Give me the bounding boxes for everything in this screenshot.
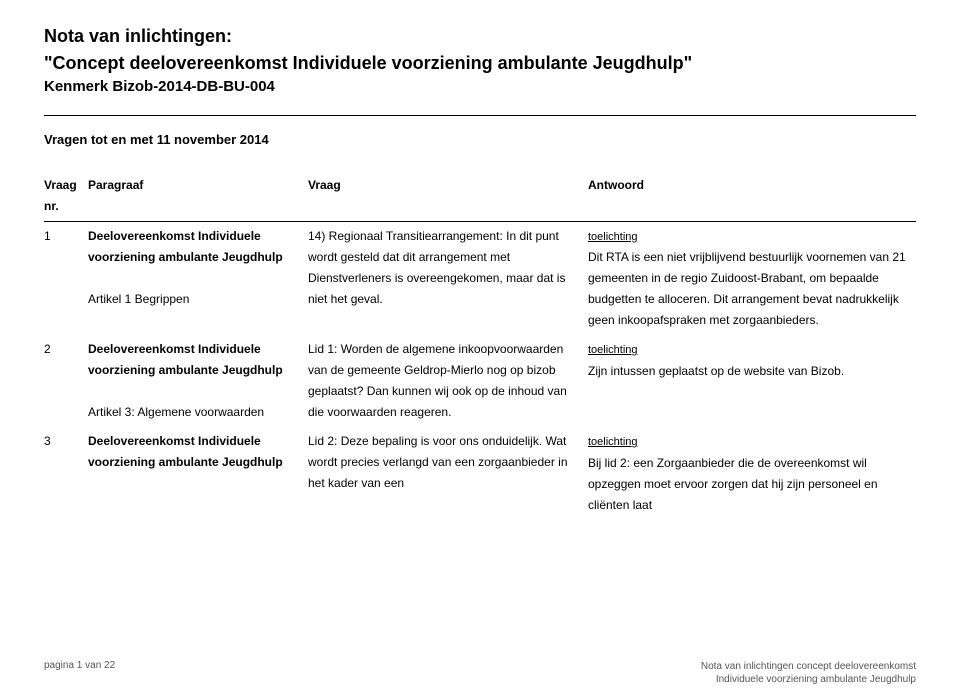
cell-vraag: 14) Regionaal Transitiearrangement: In d…: [308, 222, 588, 336]
doc-title: Nota van inlichtingen:: [44, 26, 916, 47]
col-paragraaf: Paragraaf: [88, 171, 308, 222]
paragraaf-rest: Artikel 1 Begrippen: [88, 292, 189, 306]
cell-paragraaf: Deelovereenkomst Individuele voorziening…: [88, 427, 308, 519]
table-row: 2 Deelovereenkomst Individuele voorzieni…: [44, 335, 916, 427]
cell-vraag: Lid 2: Deze bepaling is voor ons onduide…: [308, 427, 588, 519]
antwoord-text: Zijn intussen geplaatst op de website va…: [588, 364, 844, 378]
cell-vraag: Lid 1: Worden de algemene inkoopvoorwaar…: [308, 335, 588, 427]
qa-table: Vraag nr. Paragraaf Vraag Antwoord 1 Dee…: [44, 171, 916, 520]
paragraaf-strong: Deelovereenkomst Individuele voorziening…: [88, 342, 283, 377]
cell-paragraaf: Deelovereenkomst Individuele voorziening…: [88, 335, 308, 427]
col-nr: Vraag nr.: [44, 171, 88, 222]
paragraaf-strong: Deelovereenkomst Individuele voorziening…: [88, 229, 283, 264]
toelichting-label: toelichting: [588, 436, 638, 448]
doc-subtitle: "Concept deelovereenkomst Individuele vo…: [44, 53, 916, 74]
footer-left: pagina 1 van 22: [44, 660, 115, 686]
cell-antwoord: toelichting Zijn intussen geplaatst op d…: [588, 335, 916, 427]
col-antwoord: Antwoord: [588, 171, 916, 222]
table-row: 1 Deelovereenkomst Individuele voorzieni…: [44, 222, 916, 336]
toelichting-label: toelichting: [588, 344, 638, 356]
footer-right-line1: Nota van inlichtingen concept deeloveree…: [701, 661, 916, 672]
table-header-row: Vraag nr. Paragraaf Vraag Antwoord: [44, 171, 916, 222]
paragraaf-strong: Deelovereenkomst Individuele voorziening…: [88, 434, 283, 469]
antwoord-text: Dit RTA is een niet vrijblijvend bestuur…: [588, 250, 906, 327]
cell-antwoord: toelichting Dit RTA is een niet vrijblij…: [588, 222, 916, 336]
cell-antwoord: toelichting Bij lid 2: een Zorgaanbieder…: [588, 427, 916, 519]
cell-nr: 1: [44, 222, 88, 336]
antwoord-text: Bij lid 2: een Zorgaanbieder die de over…: [588, 456, 878, 512]
document-page: Nota van inlichtingen: "Concept deelover…: [0, 0, 960, 698]
cell-nr: 3: [44, 427, 88, 519]
cell-nr: 2: [44, 335, 88, 427]
table-row: 3 Deelovereenkomst Individuele voorzieni…: [44, 427, 916, 519]
horizontal-rule: [44, 115, 916, 116]
date-line: Vragen tot en met 11 november 2014: [44, 132, 916, 147]
cell-paragraaf: Deelovereenkomst Individuele voorziening…: [88, 222, 308, 336]
footer-right: Nota van inlichtingen concept deeloveree…: [701, 660, 916, 686]
footer-right-line2: Individuele voorziening ambulante Jeugdh…: [716, 674, 916, 685]
col-vraag: Vraag: [308, 171, 588, 222]
paragraaf-rest: Artikel 3: Algemene voorwaarden: [88, 405, 264, 419]
doc-reference: Kenmerk Bizob-2014-DB-BU-004: [44, 78, 916, 95]
toelichting-label: toelichting: [588, 231, 638, 243]
page-footer: pagina 1 van 22 Nota van inlichtingen co…: [44, 660, 916, 686]
